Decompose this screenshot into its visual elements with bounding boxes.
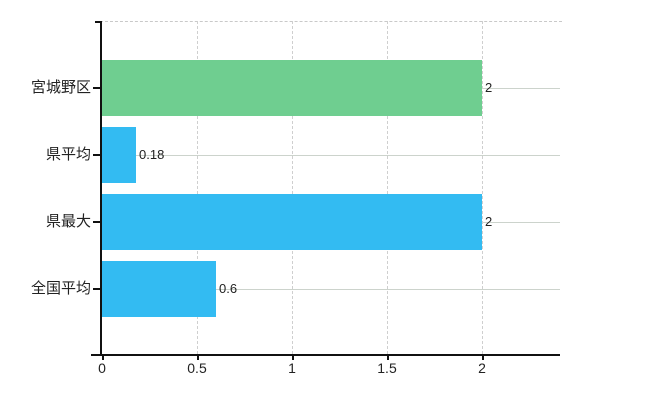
gridline-horizontal [102,155,560,156]
bar-value-label: 2 [485,80,493,95]
gridline-vertical [387,21,388,354]
x-tick [102,356,104,360]
plot-top-border [95,21,562,22]
x-tick [482,356,484,360]
x-tick-label: 2 [478,360,486,376]
gridline-vertical [292,21,293,354]
bar-3[interactable] [102,261,216,317]
x-tick [292,356,294,360]
category-label: 宮城野区 [30,79,91,96]
y-tick [93,288,101,290]
bar-2[interactable] [102,194,482,250]
category-label: 県平均 [45,146,91,163]
gridline-horizontal [102,289,560,290]
x-tick [197,356,199,360]
y-tick [93,221,101,223]
gridline-vertical [482,21,483,354]
bar-0[interactable] [102,60,482,116]
bar-value-label: 0.18 [139,147,165,162]
x-tick-label: 0 [98,360,106,376]
gridline-vertical [197,21,198,354]
x-tick-label: 1.5 [377,360,397,376]
y-axis [100,21,102,356]
x-tick-label: 1 [288,360,296,376]
bar-value-label: 0.6 [219,281,238,296]
x-tick [387,356,389,360]
y-tick-top [95,21,101,23]
bar-value-label: 2 [485,214,493,229]
y-tick [93,154,101,156]
x-tick-label: 0.5 [187,360,207,376]
x-axis [91,354,560,356]
category-label: 県最大 [45,213,91,230]
bar-1[interactable] [102,127,136,183]
category-label: 全国平均 [30,280,91,297]
y-tick [93,87,101,89]
